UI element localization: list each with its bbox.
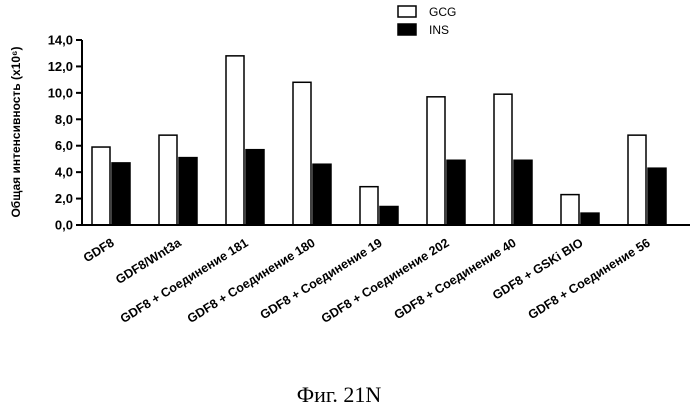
legend-swatch-gcg	[397, 5, 417, 18]
figure-caption: Фиг. 21N	[297, 382, 382, 407]
bar-ins-3	[245, 148, 265, 226]
legend-swatch-ins	[397, 23, 417, 36]
bar-ins-9	[647, 167, 667, 226]
x-tick-label: GDF8 + Соединение 40	[392, 236, 519, 323]
bar-ins-6	[446, 159, 466, 226]
x-tick-label: GDF8 + Соединение 180	[185, 236, 318, 326]
x-tick-label: GDF8 + Соединение 181	[118, 236, 251, 326]
bar-gcg-8	[560, 193, 580, 226]
bar-ins-5	[379, 205, 399, 226]
x-tick-label: GDF8	[81, 236, 117, 266]
x-tick-label: GDF8 + Соединение 19	[258, 236, 385, 323]
y-tick-label: 4,0	[55, 165, 73, 180]
bar-ins-7	[513, 159, 533, 226]
legend-label-gcg: GCG	[429, 5, 456, 19]
bar-ins-4	[312, 163, 332, 226]
y-tick-label: 6,0	[55, 138, 73, 153]
bar-gcg-1	[91, 146, 111, 226]
y-tick-label: 14,0	[48, 33, 73, 48]
bar-ins-8	[580, 212, 600, 226]
y-tick-label: 8,0	[55, 112, 73, 127]
bar-gcg-4	[292, 81, 312, 226]
bar-gcg-9	[627, 134, 647, 226]
y-axis-title: Общая интенсивность (x10⁶)	[9, 46, 23, 217]
bars	[91, 55, 667, 226]
y-tick-label: 10,0	[48, 85, 73, 100]
y-tick-label: 12,0	[48, 59, 73, 74]
y-axis: 0,0 2,0 4,0 6,0 8,0 10,0 12,0 14,0	[48, 33, 83, 233]
x-tick-label: GDF8 + Соединение 202	[319, 236, 452, 326]
bar-gcg-2	[158, 134, 178, 226]
y-tick-label: 2,0	[55, 191, 73, 206]
bar-gcg-7	[493, 93, 513, 226]
bar-gcg-6	[426, 96, 446, 226]
bar-ins-1	[111, 162, 131, 226]
bar-gcg-5	[359, 185, 379, 226]
y-tick-label: 0,0	[55, 218, 73, 233]
legend: GCG INS	[397, 5, 456, 37]
legend-label-ins: INS	[429, 23, 449, 37]
bar-ins-2	[178, 156, 198, 226]
x-tick-label: GDF8 + Соединение 56	[526, 236, 653, 323]
bar-gcg-3	[225, 55, 245, 226]
